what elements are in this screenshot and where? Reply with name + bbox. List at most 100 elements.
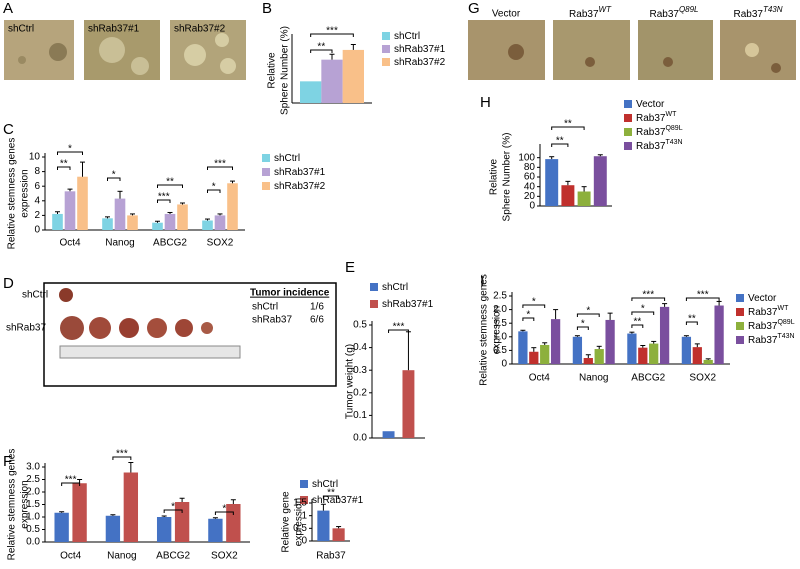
- y-axis-label: expression: [492, 306, 503, 354]
- error-bar: [67, 188, 73, 192]
- significance-bracket: [631, 297, 666, 301]
- significance-bracket: [551, 126, 585, 130]
- error-bar: [230, 180, 235, 184]
- significance: **: [166, 177, 174, 188]
- error-bar: [336, 526, 342, 529]
- legend-sup: WT: [665, 111, 677, 118]
- y-tick-label: 0.5: [493, 345, 507, 356]
- legend-name: shCtrl: [312, 479, 338, 490]
- bar: [529, 351, 539, 364]
- legend-label: shRab37#1: [274, 167, 326, 178]
- legend-swatch: [736, 336, 744, 344]
- y-axis-label: expression: [20, 480, 31, 528]
- legend-swatch: [624, 100, 632, 108]
- significance: *: [532, 297, 536, 308]
- bar: [114, 198, 126, 230]
- panel-label: D: [3, 275, 14, 292]
- significance: **: [564, 119, 572, 130]
- significance-bracket: [576, 326, 589, 330]
- bar: [627, 333, 637, 364]
- significance-bracket: [107, 177, 121, 181]
- bar: [127, 215, 138, 230]
- error-bar: [581, 186, 587, 192]
- error-bar: [716, 300, 722, 306]
- legend-label: shCtrl: [274, 153, 300, 164]
- legend-sup: T43N: [665, 139, 682, 146]
- error-bar: [80, 161, 85, 177]
- bar: [64, 191, 76, 230]
- y-axis-label: Sphere Number (%): [502, 133, 513, 222]
- x-tick-label: Nanog: [107, 551, 136, 562]
- y-tick-label: 60: [524, 172, 536, 183]
- error-bar: [320, 503, 326, 511]
- legend-label: shCtrl: [382, 282, 408, 293]
- error-bar: [59, 511, 65, 513]
- y-tick-label: 2.5: [26, 474, 40, 485]
- y-axis-label: Relative stemness genes: [7, 138, 18, 250]
- table-title: Tumor incidence: [250, 288, 330, 299]
- y-tick-label: 1: [301, 510, 307, 521]
- panel-label: E: [345, 259, 355, 276]
- significance-bracket: [631, 324, 644, 328]
- error-bar: [161, 515, 167, 517]
- error-bar: [683, 335, 689, 337]
- error-bar: [640, 345, 646, 348]
- legend-name: shRab37#1: [394, 44, 446, 55]
- y-tick-label: 2.0: [26, 487, 40, 498]
- legend-swatch: [736, 322, 744, 330]
- image-label-base: Rab37: [649, 9, 679, 20]
- significance: ***: [697, 290, 709, 301]
- image-label-base: Rab37: [569, 9, 599, 20]
- significance-bracket: [207, 189, 221, 193]
- y-axis-label: Relative: [489, 159, 500, 196]
- x-tick-label: Nanog: [579, 373, 608, 384]
- significance: ***: [642, 290, 654, 301]
- image-g: [468, 20, 796, 80]
- significance: *: [641, 304, 645, 315]
- image-label: Rab37T43N: [733, 5, 782, 20]
- legend-swatch: [262, 168, 270, 176]
- bar: [593, 156, 607, 206]
- bar: [545, 159, 559, 206]
- bar: [317, 510, 330, 541]
- y-axis-label: expression: [20, 169, 31, 217]
- error-bar: [205, 218, 210, 221]
- significance-bracket: [576, 313, 600, 317]
- significance-bracket: [522, 304, 546, 308]
- image-d: [43, 282, 337, 387]
- significance-bracket: [310, 49, 333, 53]
- error-bar: [110, 514, 116, 516]
- image-label-sup: T43N: [763, 5, 783, 14]
- legend-label: Rab37Q89L: [636, 125, 683, 138]
- error-bar: [565, 180, 571, 186]
- legend-swatch: [382, 58, 390, 66]
- error-bar: [607, 312, 613, 320]
- error-bar: [212, 517, 218, 519]
- row-label: shRab37: [6, 323, 46, 334]
- significance-bracket: [685, 297, 720, 301]
- y-tick-label: 0.2: [353, 387, 367, 398]
- bar: [638, 347, 648, 364]
- error-bar: [105, 216, 110, 219]
- bar: [214, 215, 226, 230]
- significance-bracket: [551, 143, 569, 147]
- y-axis-label: Relative: [267, 52, 278, 89]
- error-bar: [629, 331, 635, 334]
- bar: [152, 222, 163, 230]
- legend-name: Rab37: [636, 127, 666, 138]
- bar: [174, 502, 190, 542]
- bar: [659, 306, 670, 364]
- panel-label: G: [468, 0, 480, 17]
- error-bar: [553, 309, 559, 320]
- x-tick-label: ABCG2: [153, 238, 187, 249]
- legend-swatch: [370, 300, 378, 308]
- error-bar: [585, 354, 591, 359]
- bar: [714, 305, 724, 364]
- significance-bracket: [112, 456, 132, 460]
- error-bar: [549, 156, 555, 160]
- legend-label: shRab37#2: [394, 57, 446, 68]
- x-tick-label: Nanog: [105, 238, 134, 249]
- y-axis-label: Relative stemness genes: [7, 449, 18, 561]
- legend-label: Rab37Q89L: [748, 319, 795, 332]
- bar: [164, 213, 176, 230]
